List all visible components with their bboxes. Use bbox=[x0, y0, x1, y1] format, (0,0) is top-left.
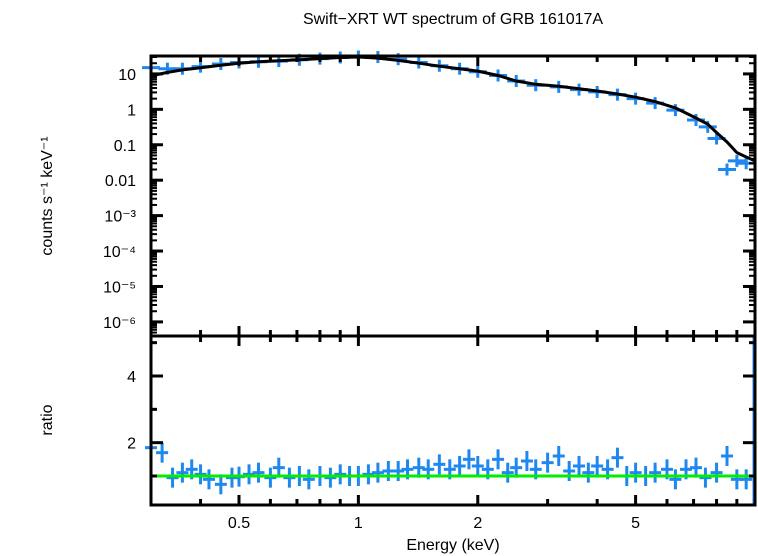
ratio-panel bbox=[145, 336, 756, 505]
ratio-point bbox=[510, 457, 523, 478]
model-line bbox=[150, 55, 756, 163]
ratio-point bbox=[520, 451, 533, 471]
ratio-point bbox=[462, 449, 475, 470]
ratio-point bbox=[166, 467, 179, 488]
ratio-point bbox=[573, 456, 586, 476]
y-tick-label: 0.01 bbox=[105, 173, 136, 190]
y-tick-label: 2 bbox=[127, 436, 136, 453]
ratio-point bbox=[302, 469, 315, 490]
ratio-point bbox=[649, 462, 662, 483]
ratio-point bbox=[243, 464, 256, 485]
ratio-point bbox=[629, 462, 642, 483]
spectrum-panel bbox=[142, 50, 756, 176]
ratio-point bbox=[412, 457, 425, 478]
chart-title: Swift−XRT WT spectrum of GRB 161017A bbox=[303, 11, 603, 28]
ratio-point bbox=[272, 457, 285, 478]
y-tick-label: 1 bbox=[127, 102, 136, 119]
ratio-point bbox=[740, 469, 753, 490]
y-tick-label: 10⁻⁴ bbox=[103, 244, 136, 261]
ratio-point bbox=[552, 446, 565, 466]
ratio-point bbox=[324, 467, 337, 488]
y-tick-label: 10⁻⁶ bbox=[103, 315, 136, 332]
ratio-point bbox=[194, 464, 207, 485]
x-axis-label: Energy (keV) bbox=[406, 537, 499, 554]
y-tick-label: 10⁻⁵ bbox=[103, 279, 136, 296]
x-tick-label: 0.5 bbox=[228, 515, 250, 532]
ratio-point bbox=[721, 446, 734, 466]
ratio-point bbox=[690, 457, 703, 478]
ratio-point bbox=[202, 469, 215, 490]
ratio-point bbox=[699, 467, 712, 488]
ratio-point bbox=[501, 462, 514, 483]
data-point bbox=[718, 163, 737, 176]
ratio-point bbox=[433, 454, 446, 475]
y-tick-label: 4 bbox=[127, 369, 136, 386]
ratio-point bbox=[252, 462, 265, 483]
y-tick-label: 10 bbox=[118, 67, 136, 84]
ratio-point bbox=[176, 462, 189, 483]
ratio-point bbox=[283, 467, 296, 488]
ratio-point bbox=[669, 469, 682, 490]
x-tick-label: 2 bbox=[473, 515, 482, 532]
ratio-point bbox=[214, 474, 227, 495]
ratio-point bbox=[362, 464, 375, 485]
ratio-point bbox=[156, 442, 169, 463]
ratio-point bbox=[371, 462, 384, 483]
y-axis-label-ratio: ratio bbox=[39, 404, 56, 435]
ratio-point bbox=[611, 447, 624, 468]
data-point bbox=[727, 154, 746, 167]
ratio-point bbox=[264, 467, 277, 488]
ratio-point bbox=[471, 456, 484, 476]
ratio-point bbox=[392, 461, 405, 481]
y-tick-label: 0.1 bbox=[114, 138, 136, 155]
ratio-point bbox=[563, 461, 576, 481]
spectrum-frame bbox=[149, 54, 757, 338]
x-tick-label: 1 bbox=[354, 515, 363, 532]
ratio-frame bbox=[149, 334, 757, 507]
x-tick-label: 5 bbox=[631, 515, 640, 532]
ratio-point bbox=[453, 456, 466, 476]
ratio-point bbox=[582, 462, 595, 483]
axes-frame: 0.5 1 2 5 10 1 0.1 0.01 10⁻³ 10⁻⁴ 10⁻⁵ 10⁻⁶ 2 4 bbox=[103, 54, 757, 532]
ratio-point bbox=[492, 449, 505, 470]
ratio-point bbox=[334, 464, 347, 485]
y-tick-label: 10⁻³ bbox=[104, 209, 136, 226]
ratio-point bbox=[541, 452, 554, 473]
y-axis-label-spectrum: counts s⁻¹ keV⁻¹ bbox=[39, 136, 56, 255]
ratio-point bbox=[591, 456, 604, 476]
ratio-point bbox=[710, 462, 723, 483]
